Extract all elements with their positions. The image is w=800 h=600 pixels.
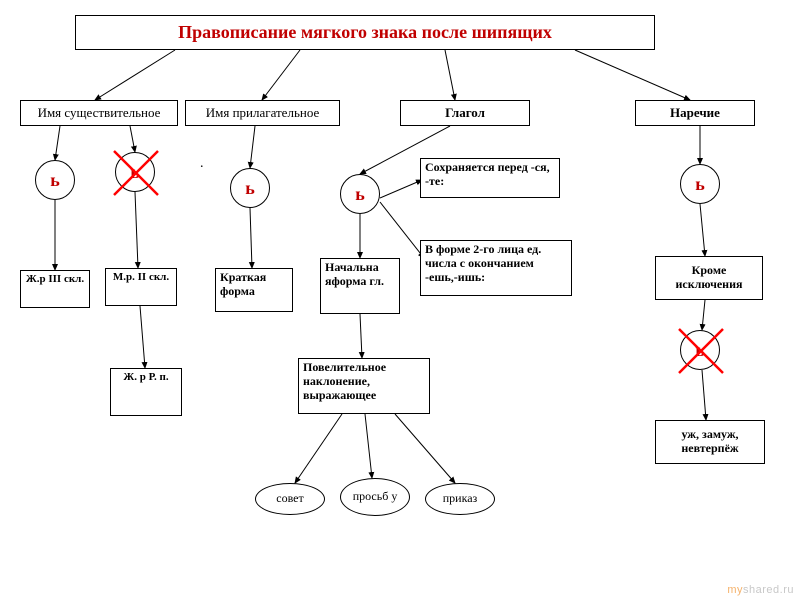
oval-request: просьб у bbox=[340, 478, 410, 516]
box-adverb-examples: уж, замуж, невтерпёж bbox=[655, 420, 765, 464]
watermark-prefix: my bbox=[727, 584, 743, 596]
oval-advice-label: совет bbox=[276, 492, 304, 506]
soft-sign-circle-noun-yes: ь bbox=[35, 160, 75, 200]
category-adverb-label: Наречие bbox=[670, 106, 720, 121]
stray-dot-text: . bbox=[200, 156, 204, 171]
oval-request-label: просьб у bbox=[353, 490, 398, 504]
diagram-title: Правописание мягкого знака после шипящих bbox=[75, 15, 655, 50]
soft-sign-text: ь bbox=[355, 184, 365, 205]
soft-sign-circle-noun-no: ь bbox=[115, 152, 155, 192]
box-verb-2nd-person: В форме 2-го лица ед. числа с окончанием… bbox=[420, 240, 572, 296]
category-verb: Глагол bbox=[400, 100, 530, 126]
box-noun-genitive-label: Ж. р Р. п. bbox=[123, 371, 168, 384]
box-noun-masculine-2nd: М.р. II скл. bbox=[105, 268, 177, 306]
box-noun-masculine-2nd-label: М.р. II скл. bbox=[113, 271, 169, 284]
box-noun-genitive: Ж. р Р. п. bbox=[110, 368, 182, 416]
box-adverb-examples-label: уж, замуж, невтерпёж bbox=[660, 428, 760, 456]
category-adjective: Имя прилагательное bbox=[185, 100, 340, 126]
box-verb-2nd-person-label: В форме 2-го лица ед. числа с окончанием… bbox=[425, 243, 567, 284]
box-adjective-short-form-label: Краткая форма bbox=[220, 271, 288, 299]
category-noun-label: Имя существительное bbox=[38, 106, 161, 121]
box-verb-imperative: Повелительное наклонение, выражающее bbox=[298, 358, 430, 414]
category-adverb: Наречие bbox=[635, 100, 755, 126]
soft-sign-text: ь bbox=[245, 178, 255, 199]
soft-sign-text: ь bbox=[695, 174, 705, 195]
oval-order: приказ bbox=[425, 483, 495, 515]
soft-sign-text: ь bbox=[50, 170, 60, 191]
soft-sign-circle-adverb-no: ь bbox=[680, 330, 720, 370]
box-adverb-except-label: Кроме исключения bbox=[660, 264, 758, 292]
soft-sign-circle-adverb: ь bbox=[680, 164, 720, 204]
oval-advice: совет bbox=[255, 483, 325, 515]
oval-order-label: приказ bbox=[443, 492, 478, 506]
title-text: Правописание мягкого знака после шипящих bbox=[178, 22, 552, 43]
cross-icon bbox=[677, 327, 725, 375]
watermark-suffix: shared.ru bbox=[743, 584, 794, 596]
watermark: myshared.ru bbox=[727, 584, 794, 596]
soft-sign-circle-verb: ь bbox=[340, 174, 380, 214]
box-verb-infinitive-label: Начальна яформа гл. bbox=[325, 261, 395, 289]
category-verb-label: Глагол bbox=[445, 106, 485, 121]
box-noun-feminine-3rd-label: Ж.р III скл. bbox=[26, 273, 84, 286]
box-verb-preserved-label: Сохраняется перед -ся, -те: bbox=[425, 161, 555, 189]
box-adjective-short-form: Краткая форма bbox=[215, 268, 293, 312]
box-verb-imperative-label: Повелительное наклонение, выражающее bbox=[303, 361, 425, 402]
stray-dot: . bbox=[200, 156, 204, 172]
cross-icon bbox=[112, 149, 160, 197]
box-verb-preserved: Сохраняется перед -ся, -те: bbox=[420, 158, 560, 198]
box-noun-feminine-3rd: Ж.р III скл. bbox=[20, 270, 90, 308]
category-noun: Имя существительное bbox=[20, 100, 178, 126]
box-verb-infinitive: Начальна яформа гл. bbox=[320, 258, 400, 314]
box-adverb-except: Кроме исключения bbox=[655, 256, 763, 300]
category-adjective-label: Имя прилагательное bbox=[206, 106, 320, 121]
soft-sign-circle-adjective: ь bbox=[230, 168, 270, 208]
